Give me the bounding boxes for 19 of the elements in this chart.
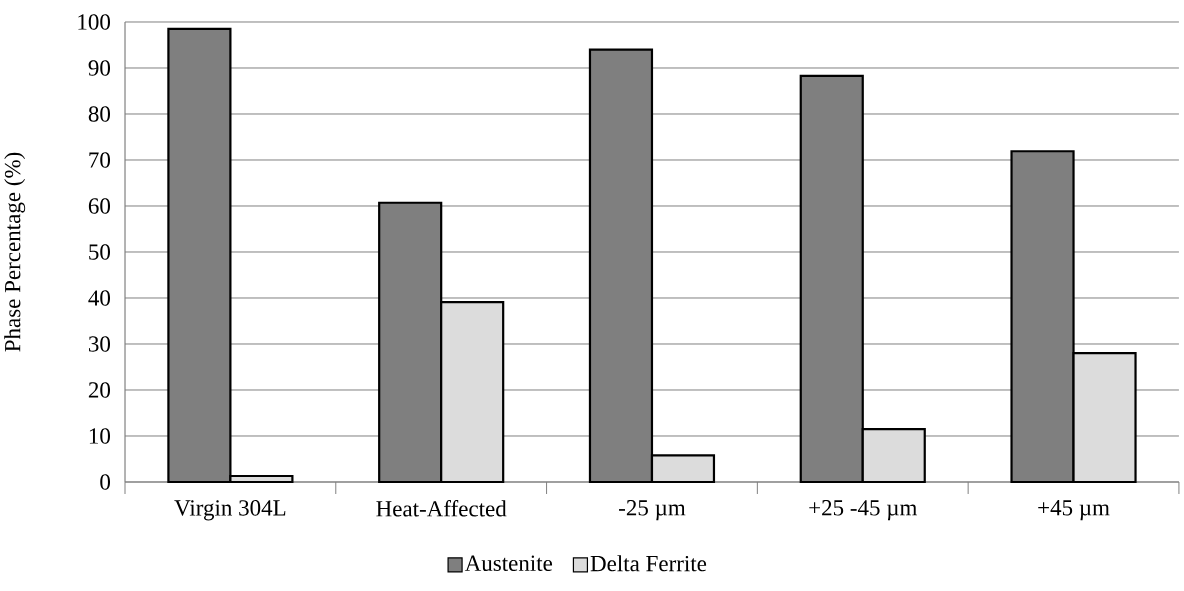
y-tick-label: 90 bbox=[88, 60, 111, 76]
y-tick-label: 10 bbox=[89, 428, 111, 444]
y-tick-label: 40 bbox=[88, 290, 111, 306]
y-tick-label: 100 bbox=[78, 14, 111, 30]
x-tick-label: Heat-Affected bbox=[376, 500, 507, 517]
y-tick-label: 50 bbox=[89, 244, 111, 260]
x-tick-label: -25 µm bbox=[619, 500, 686, 521]
legend-label: Austenite bbox=[464, 555, 553, 571]
y-tick-label: 70 bbox=[89, 152, 111, 168]
y-tick-label: 80 bbox=[88, 106, 111, 122]
y-tick-label: 0 bbox=[100, 474, 111, 490]
y-tick-label: 60 bbox=[88, 198, 111, 214]
x-tick-label: +25 -45 µm bbox=[809, 500, 918, 521]
y-axis-title: Phase Percentage (%) bbox=[4, 152, 26, 352]
y-tick-label: 30 bbox=[88, 336, 111, 352]
x-tick-label: +45 µm bbox=[1038, 500, 1110, 521]
y-tick-label: 20 bbox=[88, 382, 111, 398]
x-tick-label: Virgin 304L bbox=[174, 500, 286, 521]
legend-label: Delta Ferrite bbox=[590, 555, 707, 572]
